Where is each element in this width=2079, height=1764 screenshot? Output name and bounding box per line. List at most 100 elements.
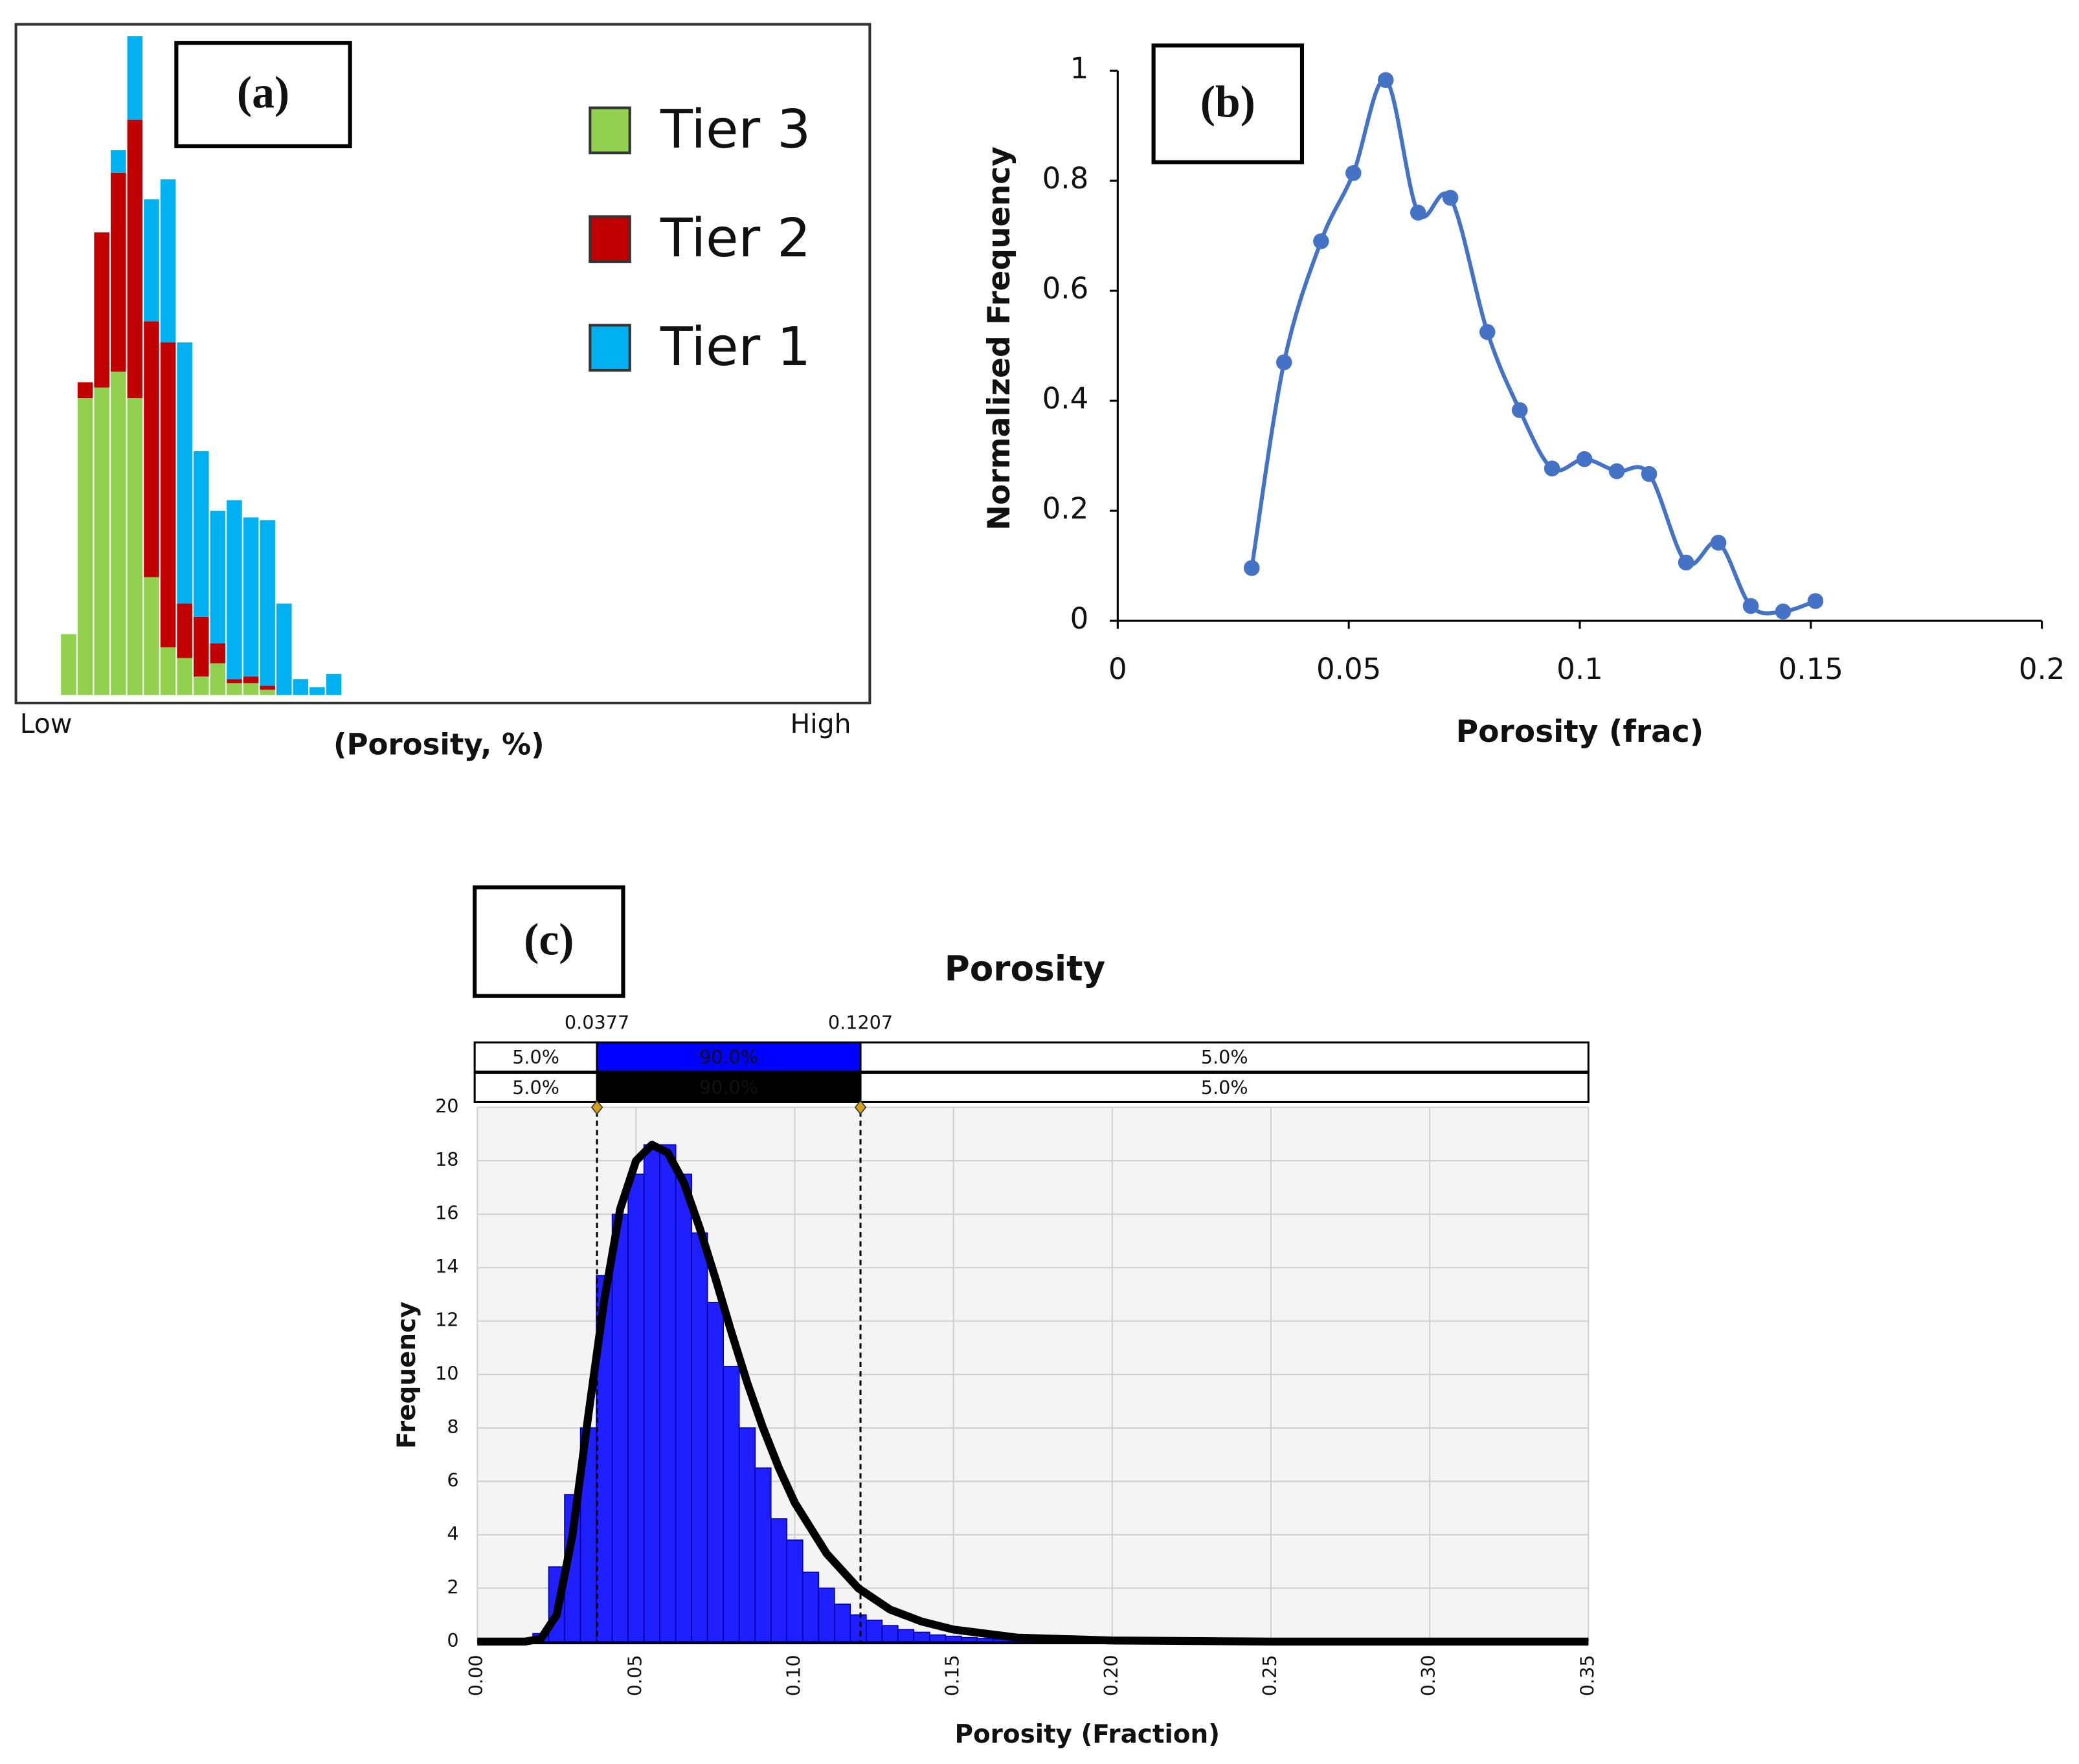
histogram-bar: [802, 1571, 820, 1642]
panel-label-box: [473, 885, 625, 998]
panel-label: (c): [524, 915, 574, 965]
data-point: [1243, 560, 1260, 576]
y-tick-label: 2: [447, 1576, 458, 1598]
x-tick-label: 0.15: [1779, 652, 1843, 686]
data-point: [1345, 165, 1362, 181]
percentile-label: 5.0%: [1201, 1046, 1248, 1068]
percentile-band: [859, 1041, 1590, 1073]
x-tick-label: 0.20: [1100, 1655, 1122, 1696]
bar-segment: [127, 36, 143, 120]
percentile-band: [859, 1071, 1590, 1103]
y-tick-label: 4: [447, 1523, 458, 1545]
histogram-bar: [754, 1467, 772, 1642]
bar-segment: [160, 647, 176, 695]
histogram-bar: [627, 1173, 645, 1642]
y-tick-label: 0.2: [1042, 491, 1089, 526]
percentile-label: 5.0%: [512, 1077, 559, 1099]
percentile-value: 0.0377: [565, 1012, 629, 1034]
bar-segment: [177, 603, 192, 658]
bar-segment: [260, 689, 275, 695]
bar-segment: [77, 398, 93, 695]
histogram-bar: [849, 1614, 867, 1642]
y-tick-label: 6: [447, 1469, 458, 1491]
bar-segment: [309, 687, 325, 695]
bar-segment: [144, 577, 159, 695]
data-line: [1250, 78, 1816, 616]
x-tick-label: 0.05: [1316, 652, 1381, 686]
bar-segment: [94, 232, 109, 388]
data-point: [1710, 535, 1727, 551]
panel-label: (b): [1200, 78, 1255, 128]
percentile-band: [473, 1071, 598, 1103]
x-tick-label: 0.1: [1556, 652, 1603, 686]
x-tick-label: 0.35: [1576, 1655, 1598, 1696]
bar-segment: [210, 511, 226, 643]
panel-label-box: [1151, 43, 1305, 164]
histogram-bar: [770, 1518, 788, 1642]
bar-segment: [260, 520, 275, 686]
bar-segment: [127, 119, 143, 399]
bar-segment: [110, 372, 126, 695]
bar-segment: [293, 679, 309, 695]
x-tick-label: 0.10: [783, 1655, 805, 1696]
histogram-bar: [691, 1232, 708, 1642]
data-point: [1511, 402, 1528, 418]
legend-swatch: [589, 106, 631, 155]
percentile-label: 5.0%: [1201, 1077, 1248, 1099]
x-tick-label: 0.30: [1417, 1655, 1439, 1696]
x-min-label: Low: [20, 708, 73, 739]
bar-segment: [160, 342, 176, 648]
bar-segment: [260, 686, 275, 690]
y-tick-label: 16: [435, 1202, 458, 1224]
bar-segment: [77, 382, 93, 399]
y-tick-label: 14: [435, 1255, 458, 1277]
histogram-bar: [738, 1427, 756, 1642]
data-point: [1442, 190, 1459, 206]
histogram-bar: [659, 1144, 677, 1642]
data-point: [1608, 463, 1625, 480]
histogram-bar: [611, 1213, 629, 1642]
panel-label: (a): [237, 68, 289, 118]
x-tick-label: 0.15: [941, 1655, 963, 1696]
histogram-bar: [866, 1620, 883, 1642]
y-tick-label: 10: [435, 1362, 458, 1384]
panel-label-box: [174, 41, 352, 149]
data-point: [1641, 465, 1658, 482]
bar-segment: [210, 663, 226, 695]
bar-segment: [193, 676, 209, 695]
bar-segment: [210, 643, 226, 664]
y-tick-label: 0.8: [1042, 161, 1089, 195]
x-tick-label: 0.00: [465, 1655, 487, 1696]
x-max-label: High: [791, 708, 851, 739]
data-point: [1775, 603, 1792, 620]
bar-segment: [177, 342, 192, 604]
histogram-bar: [675, 1173, 692, 1642]
percentile-band: [596, 1071, 862, 1103]
bar-segment: [61, 634, 76, 695]
x-tick-label: 0.2: [2019, 652, 2065, 686]
histogram-bar: [706, 1302, 725, 1642]
bar-segment: [144, 199, 159, 322]
legend-label: Tier 3: [660, 99, 811, 161]
bar-segment: [127, 398, 143, 695]
chart-title: Porosity: [945, 948, 1106, 988]
bar-segment: [110, 172, 126, 372]
bar-segment: [326, 673, 342, 695]
bar-segment: [177, 658, 192, 695]
y-tick-label: 0: [1070, 601, 1089, 636]
percentile-label: 5.0%: [512, 1046, 559, 1068]
percentile-label: 90.0%: [699, 1046, 758, 1068]
fit-curve: [477, 1141, 1589, 1646]
histogram-bar: [723, 1366, 740, 1642]
bar-segment: [193, 451, 209, 617]
y-tick-label: 8: [447, 1416, 458, 1438]
x-tick-label: 0.25: [1259, 1655, 1281, 1696]
histogram-bar: [976, 1638, 994, 1642]
x-tick-label: 0.05: [624, 1655, 646, 1696]
x-tick-label: 0: [1108, 652, 1127, 686]
bar-segment: [243, 683, 259, 695]
data-point: [1544, 460, 1560, 476]
y-axis-label: Normalized Frequency: [982, 146, 1017, 530]
